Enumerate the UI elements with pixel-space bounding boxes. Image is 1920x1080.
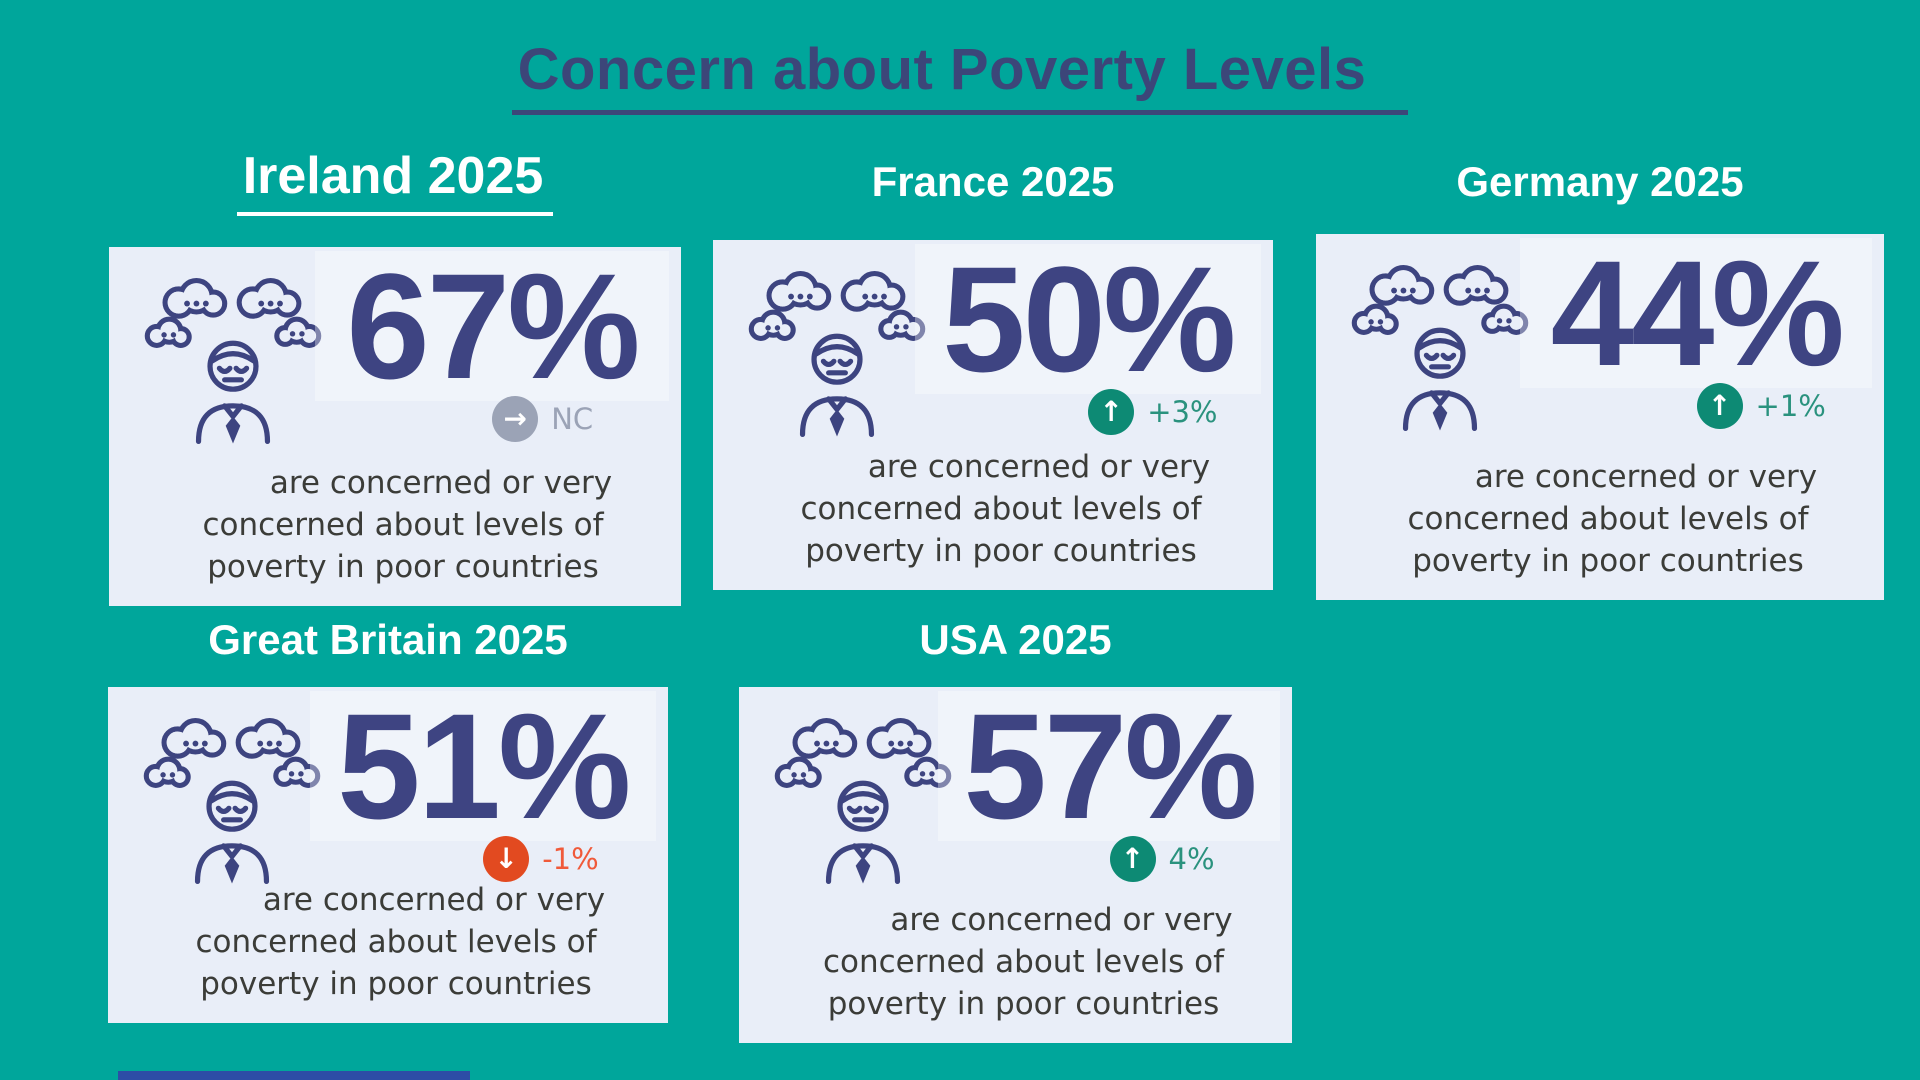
change-badge: ↑ 4%: [1109, 836, 1215, 882]
arrow-right-icon: →: [492, 396, 539, 442]
change-badge: ↓ -1%: [483, 836, 599, 882]
bottom-blue-bar: [118, 1071, 470, 1080]
change-label: +3%: [1147, 395, 1218, 429]
change-badge: ↑ +1%: [1696, 383, 1826, 429]
worried-person-thought-bubbles-icon: [743, 266, 931, 442]
worried-person-thought-bubbles-icon: [139, 273, 327, 449]
change-badge: ↑ +3%: [1088, 389, 1218, 435]
stat-value: 67%: [314, 251, 669, 401]
worried-person-thought-bubbles-icon: [1346, 260, 1534, 436]
card-title-great-britain: Great Britain 2025: [208, 616, 568, 663]
worried-person-thought-bubbles-icon: [138, 713, 326, 889]
card-title-ireland: Ireland 2025: [109, 146, 681, 216]
stat-description: are concerned or very concerned about le…: [202, 464, 613, 585]
stat-description: are concerned or very concerned about le…: [195, 881, 606, 1002]
change-label: 4%: [1168, 842, 1215, 876]
page-title-text: Concern about Poverty Levels: [511, 36, 1409, 115]
change-label: NC: [551, 402, 594, 436]
stat-card-germany: 44% ↑ +1% are concerned or very concerne…: [1316, 234, 1884, 600]
stat-value: 51%: [309, 691, 656, 841]
arrow-up-icon: ↑: [1696, 383, 1743, 429]
stat-card-france: 50% ↑ +3% are concerned or very concerne…: [713, 240, 1273, 590]
change-label: +1%: [1755, 389, 1826, 423]
page-title: Concern about Poverty Levels: [0, 36, 1920, 115]
stat-value: 50%: [914, 244, 1261, 394]
card-title-usa: USA 2025: [919, 616, 1112, 663]
stat-description: are concerned or very concerned about le…: [800, 448, 1211, 569]
stat-card-ireland: 67% → NC are concerned or very concerned…: [109, 247, 681, 606]
card-title-germany: Germany 2025: [1456, 158, 1744, 205]
arrow-up-icon: ↑: [1088, 389, 1135, 435]
stat-description: are concerned or very concerned about le…: [822, 901, 1233, 1022]
arrow-up-icon: ↑: [1109, 836, 1156, 882]
worried-person-thought-bubbles-icon: [769, 713, 957, 889]
stat-description: are concerned or very concerned about le…: [1407, 458, 1818, 579]
card-title-france: France 2025: [871, 158, 1115, 205]
change-badge: → NC: [492, 396, 593, 442]
stat-value: 57%: [938, 691, 1280, 841]
stat-card-great-britain: 51% ↓ -1% are concerned or very concerne…: [108, 687, 668, 1023]
stat-value: 44%: [1520, 238, 1872, 388]
stat-card-usa: 57% ↑ 4% are concerned or very concerned…: [739, 687, 1292, 1043]
change-label: -1%: [542, 842, 599, 876]
arrow-down-icon: ↓: [483, 836, 530, 882]
